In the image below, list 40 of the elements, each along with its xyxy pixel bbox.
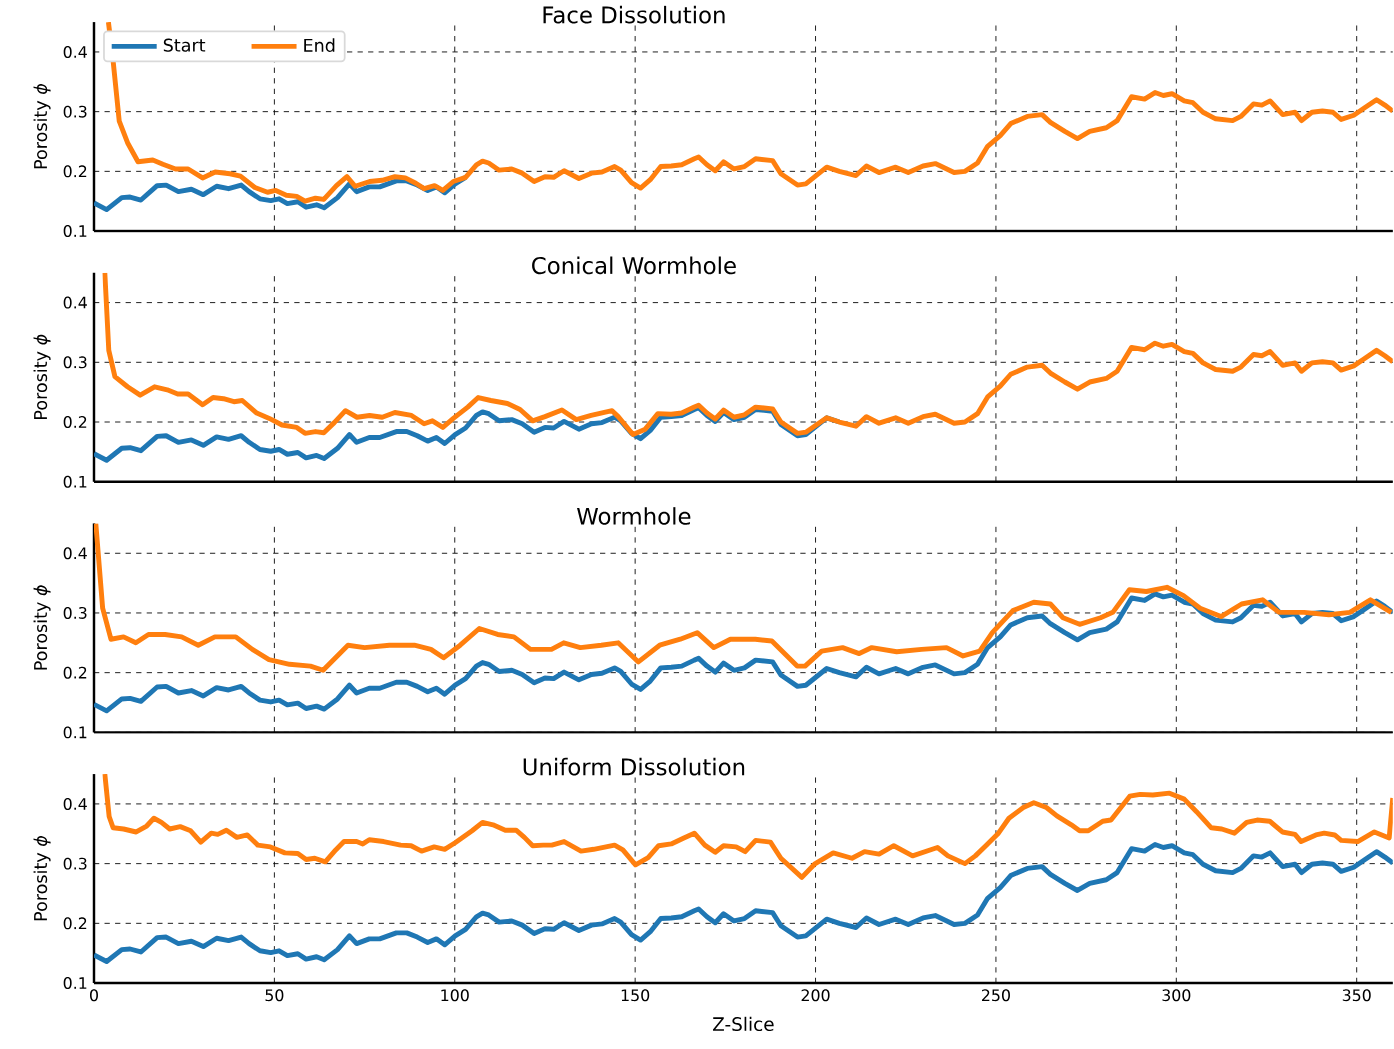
y-tick-label: 0.1 [63, 726, 87, 739]
y-tick-label: 0.2 [63, 666, 87, 679]
line-series [93, 842, 1393, 965]
y-tick-label: 0.1 [63, 977, 87, 990]
chart-title: Uniform Dissolution [523, 757, 745, 776]
y-tick-label: 0.4 [63, 296, 87, 309]
line-series [93, 523, 1393, 673]
y-axis-title: Porosity ϕ [33, 585, 51, 670]
x-tick-label: 100 [441, 989, 469, 1002]
y-tick-label: 0.1 [63, 475, 87, 488]
y-tick-label: 0.3 [63, 356, 87, 369]
y-axis-title: Porosity ϕ [33, 84, 51, 169]
y-tick-label: 0.1 [63, 225, 87, 238]
x-tick-label: 350 [1342, 989, 1371, 1002]
line-series [102, 774, 1393, 880]
x-axis-title: Z-Slice [713, 1016, 774, 1032]
legend-label: Start [163, 38, 206, 52]
x-tick-label: 250 [981, 989, 1010, 1002]
y-tick-label: 0.2 [63, 165, 87, 178]
y-tick-label: 0.3 [63, 607, 87, 619]
y-axis-title: Porosity ϕ [33, 334, 51, 419]
legend-label: End [304, 38, 335, 52]
x-tick-label: 300 [1162, 989, 1191, 1002]
y-tick-label: 0.3 [63, 857, 87, 870]
y-tick-label: 0.4 [63, 547, 87, 560]
chart-title: Wormhole [577, 507, 691, 525]
x-tick-label: 0 [90, 989, 98, 1002]
y-tick-label: 0.2 [63, 416, 87, 429]
y-tick-label: 0.2 [63, 917, 87, 930]
x-tick-label: 200 [801, 989, 830, 1002]
line-series [105, 22, 1393, 204]
line-series [93, 591, 1393, 714]
y-tick-label: 0.4 [63, 45, 87, 58]
chart-title: Conical Wormhole [532, 256, 736, 275]
x-tick-label: 150 [621, 989, 650, 1002]
x-tick-label: 50 [265, 989, 284, 1002]
y-tick-label: 0.3 [63, 105, 87, 118]
y-tick-label: 0.4 [63, 797, 87, 810]
y-axis-title: Porosity ϕ [33, 836, 51, 921]
chart-title: Face Dissolution [543, 5, 725, 24]
